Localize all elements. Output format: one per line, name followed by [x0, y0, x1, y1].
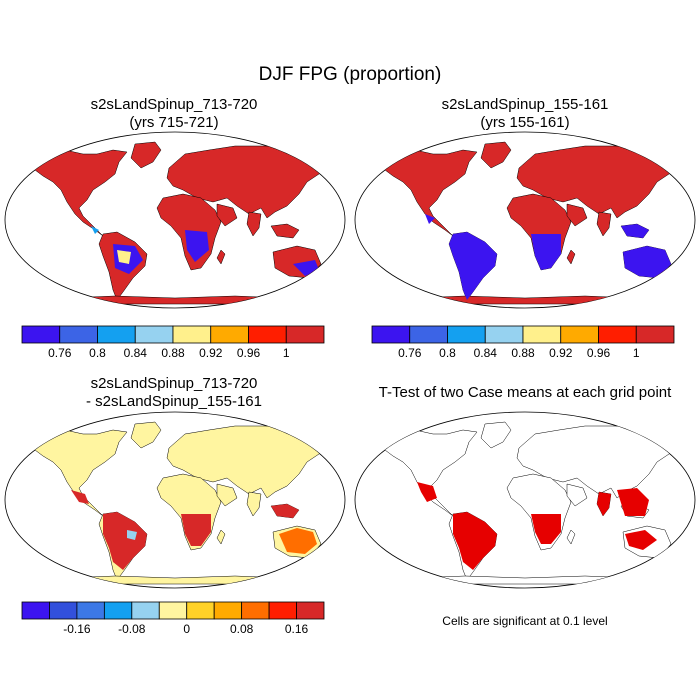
colorbar-swatch: [371, 325, 411, 344]
colorbar-tick-label: 0.84: [474, 346, 498, 360]
region-low-africa: [185, 230, 209, 262]
colorbar-swatch: [560, 325, 599, 344]
panel-title-line1: s2sLandSpinup_713-720: [90, 375, 258, 392]
colorbar-swatch: [186, 601, 215, 620]
region-low-brazil: [127, 530, 137, 540]
region-low-africa: [531, 234, 561, 270]
colorbar-swatch: [97, 325, 136, 344]
region-significant-africa: [531, 514, 561, 544]
colorbar-swatch: [158, 601, 188, 620]
colorbar-swatch: [103, 601, 133, 620]
colorbar-tick-label: 0.16: [285, 622, 309, 636]
significance-note: Cells are significant at 0.1 level: [442, 614, 608, 628]
colorbar-tick-label: 0.92: [199, 346, 223, 360]
region-high-south-america: [103, 512, 147, 570]
colorbar-tick-label: 0: [183, 622, 190, 636]
panel-title-bottom-left: s2sLandSpinup_713-720 - s2sLandSpinup_15…: [24, 375, 324, 411]
colorbar-tick-label: 0.08: [230, 622, 254, 636]
colorbar-swatch: [210, 325, 249, 344]
region-high-africa: [181, 514, 211, 546]
colorbar-swatch: [598, 325, 637, 344]
panel-title-line2: (yrs 715-721): [129, 114, 219, 131]
colorbar-tick-label: 1: [633, 346, 640, 360]
region-low-mexico: [425, 214, 435, 224]
colorbar-tick-label: 0.96: [587, 346, 611, 360]
colorbar-swatch: [241, 601, 270, 620]
panel-title-line1: s2sLandSpinup_155-161: [441, 96, 609, 113]
panel-title-bottom-right: T-Test of two Case means at each grid po…: [378, 384, 672, 401]
region-significant-india: [597, 492, 611, 516]
panel-title-line1: s2sLandSpinup_713-720: [90, 96, 258, 113]
panel-title-top-right: s2sLandSpinup_155-161 (yrs 155-161): [375, 96, 675, 132]
region-significant-se-asia: [617, 488, 649, 516]
colorbar-swatch: [131, 601, 160, 620]
map-top-left: [4, 131, 346, 309]
colorbar-swatch: [21, 325, 61, 344]
colorbar-swatch: [635, 325, 675, 344]
colorbar-tick-label: 0.96: [237, 346, 261, 360]
region-low-australia: [623, 246, 671, 278]
region-mid-central-america: [91, 226, 99, 234]
colorbar-absolute-right: 0.76 0.8 0.84 0.88 0.92 0.96 1: [371, 325, 675, 360]
colorbar-tick-label: 0.84: [124, 346, 148, 360]
colorbar-tick-label: 0.8: [439, 346, 456, 360]
region-high-australia: [279, 528, 317, 554]
map-top-right: [354, 131, 696, 309]
colorbar-swatch: [296, 601, 325, 620]
colorbar-swatch: [447, 325, 486, 344]
colorbar-tick-label: 0.76: [398, 346, 422, 360]
colorbar-swatch: [268, 601, 297, 620]
figure-title: DJF FPG (proportion): [258, 64, 442, 85]
map-bottom-left: [4, 411, 346, 589]
colorbar-tick-label: 0.88: [161, 346, 185, 360]
colorbar-swatch: [172, 325, 212, 344]
region-low-south-america: [449, 232, 497, 300]
region-low-se-asia: [621, 224, 649, 238]
colorbar-swatch: [522, 325, 562, 344]
colorbar-swatch: [59, 325, 98, 344]
colorbar-swatch: [409, 325, 448, 344]
colorbar-swatch: [76, 601, 105, 620]
colorbar-swatch: [285, 325, 325, 344]
colorbar-swatch: [484, 325, 524, 344]
colorbar-tick-label: 0.76: [48, 346, 72, 360]
colorbar-tick-label: 0.88: [511, 346, 535, 360]
colorbar-tick-label: -0.08: [118, 622, 146, 636]
colorbar-difference: -0.16 -0.08 0 0.08 0.16: [21, 601, 325, 636]
panel-title-line2: (yrs 155-161): [480, 114, 570, 131]
colorbar-tick-label: -0.16: [63, 622, 91, 636]
region-significant-australia: [625, 530, 657, 550]
colorbar-swatch: [49, 601, 78, 620]
colorbar-absolute-left: 0.76 0.8 0.84 0.88 0.92 0.96 1: [21, 325, 325, 360]
region-high-se-asia: [271, 504, 299, 518]
colorbar-swatch: [134, 325, 174, 344]
region-significant-south-america: [453, 512, 497, 570]
panel-title-line2: - s2sLandSpinup_155-161: [86, 393, 262, 410]
map-bottom-right: [354, 411, 696, 589]
region-high-mexico: [71, 490, 89, 504]
region-significant-north-america: [417, 482, 437, 502]
colorbar-tick-label: 0.8: [89, 346, 106, 360]
colorbar-tick-label: 1: [283, 346, 290, 360]
colorbar-swatch: [213, 601, 243, 620]
region-mid-south-america: [117, 250, 131, 264]
colorbar-swatch: [248, 325, 287, 344]
panel-title-top-left: s2sLandSpinup_713-720 (yrs 715-721): [24, 96, 324, 132]
colorbar-swatch: [21, 601, 50, 620]
colorbar-tick-label: 0.92: [549, 346, 573, 360]
